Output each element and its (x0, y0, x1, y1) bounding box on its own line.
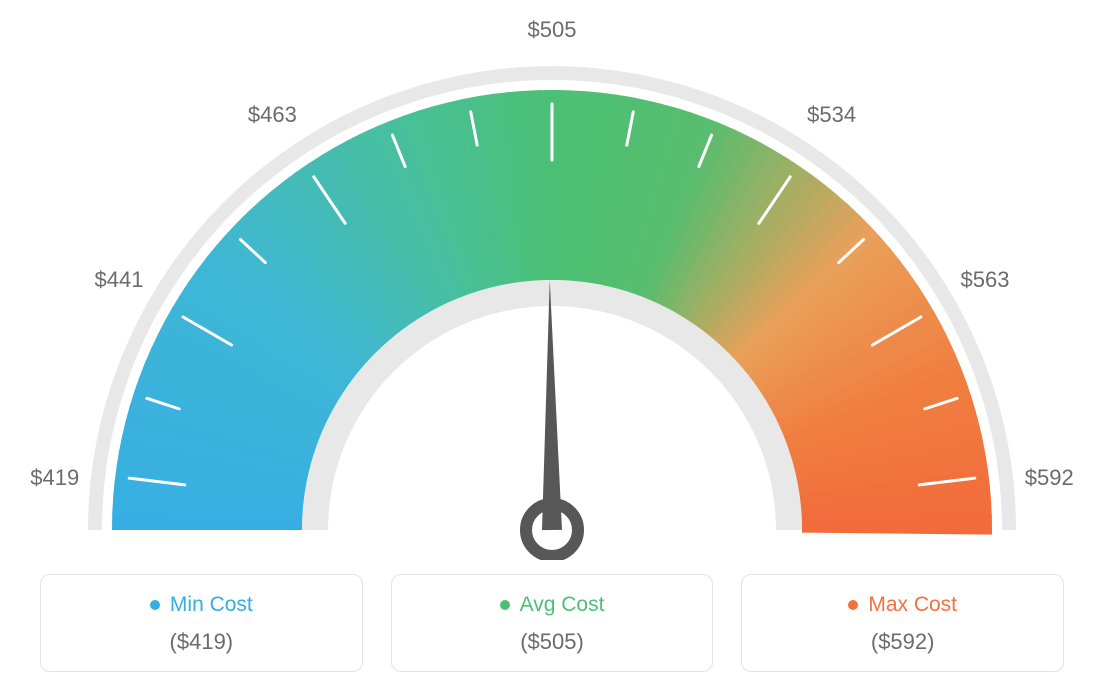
legend-value-min: ($419) (51, 629, 352, 655)
gauge-tick-label: $592 (1025, 465, 1074, 491)
gauge-tick-label: $441 (95, 267, 144, 293)
legend-row: Min Cost ($419) Avg Cost ($505) Max Cost… (0, 574, 1104, 672)
gauge-tick-label: $463 (248, 102, 297, 128)
legend-card-min: Min Cost ($419) (40, 574, 363, 672)
legend-card-max: Max Cost ($592) (741, 574, 1064, 672)
gauge-svg (0, 0, 1104, 560)
legend-label-max: Max Cost (868, 593, 957, 617)
gauge-tick-label: $534 (807, 102, 856, 128)
cost-gauge-chart: $419 $441 $463 $505 $534 $563 $592 (0, 0, 1104, 560)
legend-top-min: Min Cost (150, 593, 253, 617)
legend-top-max: Max Cost (848, 593, 957, 617)
legend-label-min: Min Cost (170, 593, 253, 617)
legend-top-avg: Avg Cost (500, 593, 605, 617)
legend-card-avg: Avg Cost ($505) (391, 574, 714, 672)
legend-dot-avg (500, 600, 510, 610)
gauge-tick-label: $419 (30, 465, 79, 491)
legend-dot-min (150, 600, 160, 610)
legend-label-avg: Avg Cost (520, 593, 605, 617)
legend-value-max: ($592) (752, 629, 1053, 655)
gauge-tick-label: $505 (528, 17, 577, 43)
legend-dot-max (848, 600, 858, 610)
legend-value-avg: ($505) (402, 629, 703, 655)
gauge-tick-label: $563 (961, 267, 1010, 293)
